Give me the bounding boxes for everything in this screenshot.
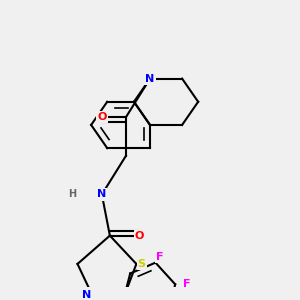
Text: F: F — [156, 252, 164, 262]
Text: O: O — [135, 231, 144, 241]
Text: F: F — [183, 279, 191, 289]
Text: N: N — [146, 74, 154, 84]
Text: N: N — [82, 290, 91, 300]
Text: N: N — [97, 189, 106, 200]
Text: H: H — [68, 189, 76, 200]
Text: O: O — [97, 112, 106, 122]
Text: S: S — [138, 259, 146, 269]
